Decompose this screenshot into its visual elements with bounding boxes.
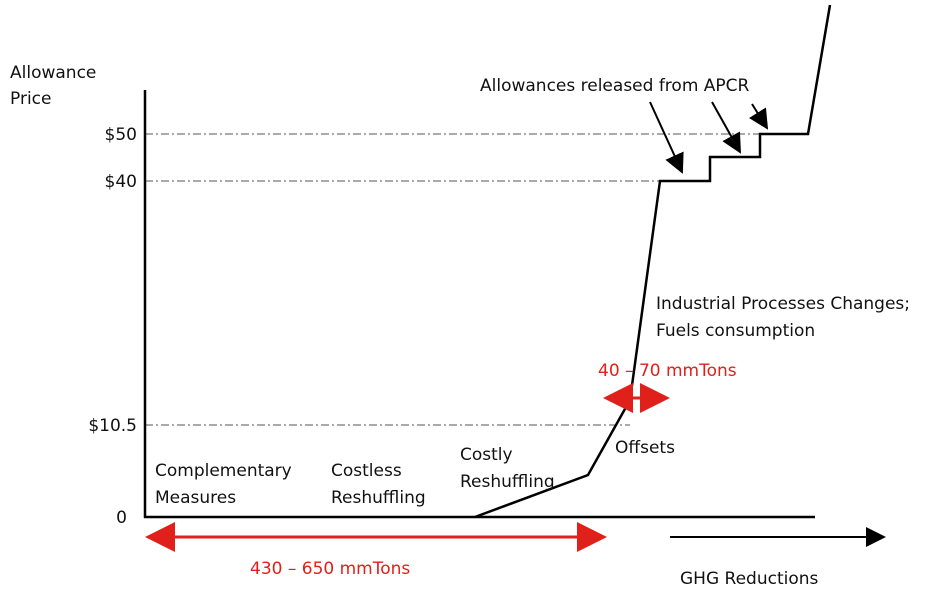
segment-label: Measures <box>155 488 236 508</box>
y-tick-label: $50 <box>105 125 137 145</box>
supply-curve <box>474 4 832 519</box>
y-tick-label: 0 <box>116 508 127 528</box>
segment-label: Reshuffling <box>460 472 555 492</box>
annotation: Industrial Processes Changes; <box>656 294 910 314</box>
axes <box>143 90 815 519</box>
y-tick-label: $40 <box>105 172 137 192</box>
segment-label: Costly <box>460 445 513 465</box>
y-tick-label: $10.5 <box>88 416 137 436</box>
segment-label: Costless <box>331 461 402 481</box>
range-label: 430 – 650 mmTons <box>250 559 410 579</box>
segment-label: Reshuffling <box>331 488 426 508</box>
y-axis-title: Price <box>10 89 51 109</box>
x-axis-title: GHG Reductions <box>680 569 819 589</box>
range-label: 40 – 70 mmTons <box>598 361 737 381</box>
y-axis-title: Allowance <box>10 63 96 83</box>
annotation: Fuels consumption <box>656 321 815 341</box>
guides <box>145 133 760 426</box>
annotation: Offsets <box>615 438 675 458</box>
annotation: Allowances released from APCR <box>480 76 750 96</box>
segment-label: Complementary <box>155 461 292 481</box>
apcr-arrows <box>649 101 769 174</box>
